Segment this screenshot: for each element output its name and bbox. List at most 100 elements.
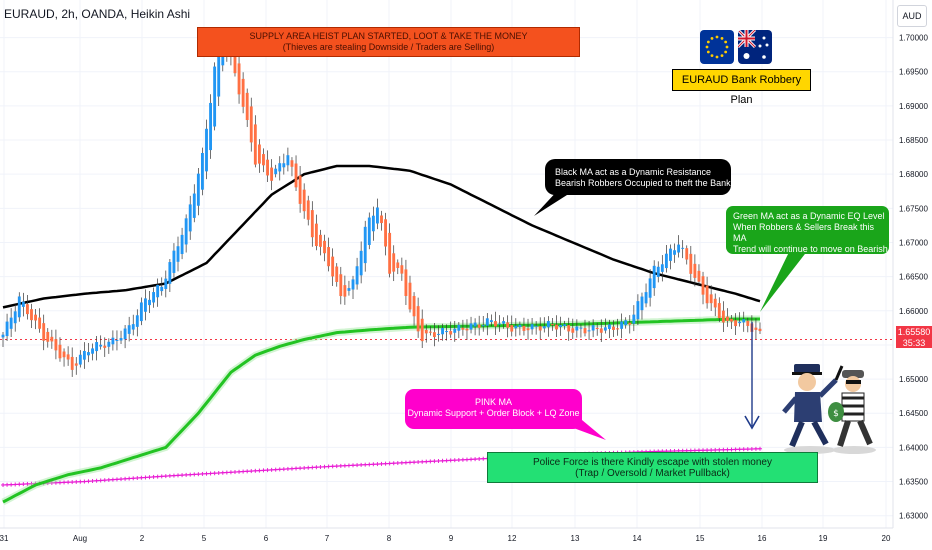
candle-body [591, 325, 595, 331]
last-price-tag: 1.65580 35:33 [896, 326, 932, 348]
police-note-line1: Police Force is there Kindly escape with… [532, 457, 772, 468]
candle-body [620, 321, 624, 329]
candle-body [314, 223, 318, 247]
candle-body [1, 334, 5, 338]
candle-body [677, 244, 681, 253]
candle-body [494, 321, 497, 327]
candle-body [518, 324, 522, 327]
candle-body [54, 339, 58, 351]
candle-body [514, 325, 518, 329]
candle-body [461, 327, 465, 330]
candle-body [721, 310, 725, 323]
x-tick-label: 2 [140, 534, 145, 543]
candle-body [172, 250, 176, 273]
candle-body [5, 321, 9, 337]
candle-body [164, 278, 168, 289]
candle-body [148, 299, 151, 306]
candle-body [233, 53, 237, 74]
candle-body [754, 327, 758, 330]
candle-body [437, 333, 440, 335]
candle-body [123, 328, 127, 340]
candle-body [103, 345, 107, 348]
price-axis[interactable]: 1.70000 1.69500 1.69000 1.68500 1.68000 1.675… [892, 0, 928, 528]
candle-body [632, 314, 636, 324]
candle-body [648, 278, 652, 298]
candle-body [664, 253, 668, 269]
candle-body [25, 304, 29, 315]
candle-body [705, 285, 709, 304]
candle-body [465, 328, 469, 331]
candle-body [347, 288, 351, 291]
candle-body [384, 219, 388, 247]
x-tick-label: 6 [264, 534, 269, 543]
candle-body [408, 282, 412, 310]
green-note-pointer [760, 250, 808, 312]
candle-body [628, 322, 632, 325]
candle-body [396, 262, 400, 268]
candle-body [91, 348, 94, 354]
candle-body [624, 320, 628, 326]
candle-body [583, 328, 587, 334]
candle-body [717, 303, 721, 319]
candle-body [546, 321, 550, 328]
candle-body [188, 204, 192, 232]
candle-body [278, 163, 282, 172]
candle-body [489, 320, 493, 322]
candle-body [656, 266, 660, 277]
candle-body [457, 324, 461, 331]
candle-body [738, 321, 742, 324]
candle-body [237, 63, 241, 95]
candle-body [42, 323, 46, 341]
candle-body [481, 325, 485, 327]
candle-body [34, 314, 37, 321]
y-tick-label: 1.64000 [899, 443, 928, 452]
candle-body [420, 318, 424, 342]
candle-body [726, 316, 729, 321]
candle-body [555, 324, 558, 330]
candle-body [30, 309, 33, 321]
y-tick-label: 1.63000 [899, 512, 928, 521]
candle-body [669, 248, 672, 261]
y-tick-label: 1.69000 [899, 102, 928, 111]
candle-body [262, 154, 265, 166]
x-tick-label: 7 [325, 534, 330, 543]
candle-body [579, 327, 583, 329]
candle-body [184, 218, 188, 245]
candle-body [306, 200, 310, 220]
black-ma-line [2, 164, 761, 309]
candle-body [473, 322, 477, 327]
candle-body [380, 215, 383, 224]
police-chasing-thief-illustration: $ [782, 364, 876, 454]
candle-body [371, 215, 375, 232]
candle-body [323, 240, 326, 254]
x-tick-label: Aug [73, 534, 87, 543]
y-tick-label: 1.69500 [899, 68, 928, 77]
candle-body [510, 325, 514, 332]
candle-body [87, 352, 90, 356]
candle-body [205, 128, 208, 172]
candle-body [46, 331, 50, 342]
y-tick-label: 1.68000 [899, 170, 928, 179]
candle-body [693, 263, 697, 278]
candle-body [392, 253, 396, 272]
candle-body [355, 266, 359, 285]
candle-body [192, 193, 196, 218]
black-note-line2: Bearish Robbers Occupied to theft the Ba… [555, 178, 731, 188]
candle-body [66, 354, 70, 360]
x-tick-label: 16 [758, 534, 767, 543]
time-axis[interactable]: 31 Aug 2 5 6 7 8 9 12 13 14 15 16 19 20 [0, 527, 893, 543]
candle-body [274, 168, 278, 175]
candle-body [339, 274, 343, 297]
candle-body [538, 326, 542, 331]
candle-body [612, 326, 615, 330]
currency-button[interactable]: AUD [897, 5, 927, 27]
candle-body [400, 265, 404, 274]
candle-body [746, 320, 750, 326]
candle-body [701, 276, 705, 295]
candle-body [152, 292, 156, 303]
candle-body [734, 320, 738, 327]
candle-body [310, 210, 314, 238]
green-ma-note: Green MA act as a Dynamic EQ Level When … [726, 206, 889, 254]
symbol-title[interactable]: EURAUD, 2h, OANDA, Heikin Ashi [4, 7, 191, 21]
x-tick-label: 19 [819, 534, 828, 543]
